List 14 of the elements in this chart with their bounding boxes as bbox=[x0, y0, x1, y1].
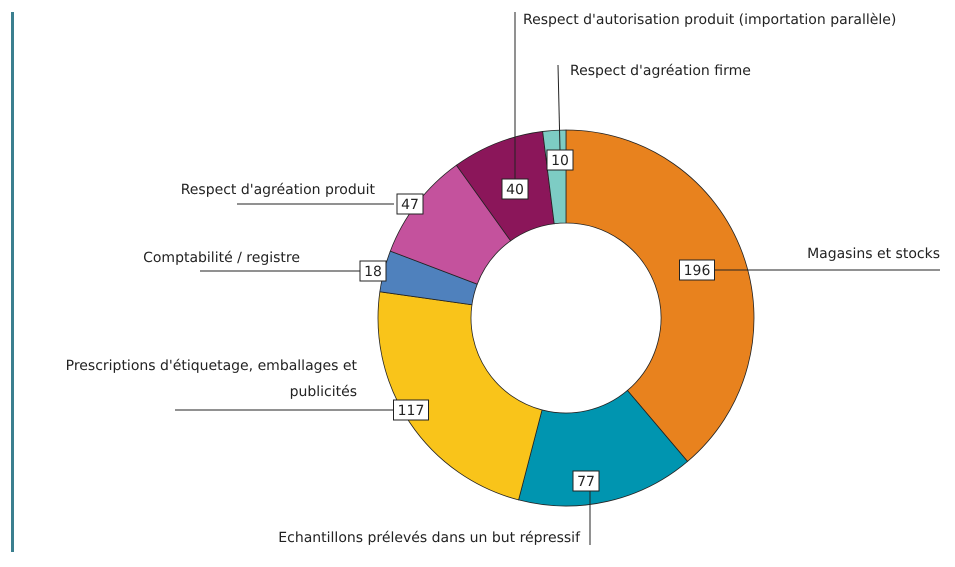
data-label: 117 bbox=[398, 403, 424, 419]
slice-label: Magasins et stocks bbox=[807, 246, 940, 262]
slice-label: Echantillons prélevés dans un but répressif bbox=[278, 530, 582, 546]
data-label: 40 bbox=[506, 182, 524, 198]
slice-label: Respect d'agréation produit bbox=[180, 182, 376, 198]
slice-label: Prescriptions d'étiquetage, emballages et publicités bbox=[66, 358, 358, 400]
data-label: 18 bbox=[364, 264, 382, 280]
slice-label: Comptabilité / registre bbox=[143, 250, 300, 266]
slice-label: Respect d'agréation firme bbox=[570, 63, 751, 79]
slice-label: Respect d'autorisation produit (importation parallèle) bbox=[523, 12, 896, 28]
data-label: 47 bbox=[401, 197, 419, 213]
data-label: 77 bbox=[577, 474, 595, 490]
data-label: 196 bbox=[684, 263, 710, 279]
data-label: 10 bbox=[551, 153, 569, 169]
